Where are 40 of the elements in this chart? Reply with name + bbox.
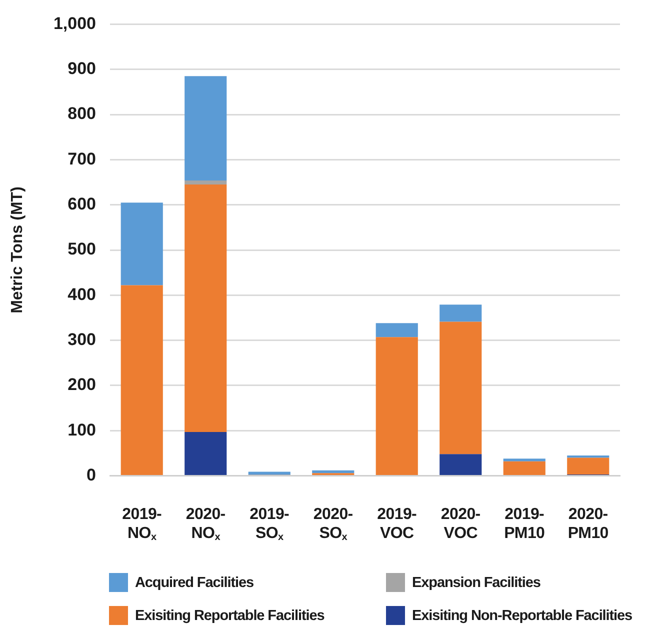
y-tick-label: 500 xyxy=(68,240,96,259)
y-tick-label: 200 xyxy=(68,375,96,394)
bar xyxy=(312,470,354,474)
bar xyxy=(440,322,482,454)
bar xyxy=(503,458,546,462)
x-tick-label: 2020-NO$_{x}$ xyxy=(184,505,226,543)
x-tick-label: 2020-SO$_{x}$ xyxy=(312,505,354,543)
bar xyxy=(120,202,163,286)
y-tick-label: 100 xyxy=(68,420,96,440)
y-tick-label: 400 xyxy=(68,284,96,304)
x-tick-label: 2020-VOC xyxy=(440,505,482,543)
bar xyxy=(120,285,163,476)
y-tick-label: 800 xyxy=(68,104,96,124)
x-tick-label: 2019-SO$_{x}$ xyxy=(248,505,290,543)
x-tick-label: 2019-PM10 xyxy=(503,505,546,543)
y-tick-label: 0 xyxy=(86,465,96,484)
y-tick-label: 700 xyxy=(68,149,96,168)
bar xyxy=(184,180,227,185)
y-axis-title: Metric Tons (MT) xyxy=(9,186,26,314)
y-tick-label: 900 xyxy=(68,59,96,78)
y-tick-label: 300 xyxy=(68,330,96,350)
bar xyxy=(248,472,290,475)
bar xyxy=(503,461,546,476)
x-tick-label: 2019-NO$_{x}$ xyxy=(121,505,163,543)
bar xyxy=(184,76,227,180)
y-tick-label: 1,000 xyxy=(53,14,96,33)
bar xyxy=(440,304,482,322)
y-tick-label: 600 xyxy=(68,194,96,214)
bar xyxy=(376,337,418,476)
bar xyxy=(440,454,482,476)
legend-label: Acquired Facilities xyxy=(135,574,254,590)
x-tick-label: 2020-PM10 xyxy=(566,505,610,543)
bar xyxy=(184,184,227,432)
legend-label: Exisiting Reportable Facilities xyxy=(135,608,324,624)
legend-label: Exisiting Non-Reportable Facilities xyxy=(412,608,632,624)
x-tick-label: 2019-VOC xyxy=(376,505,418,543)
bar xyxy=(567,458,610,474)
bar xyxy=(376,323,418,338)
legend-label: Expansion Facilities xyxy=(412,574,540,590)
bar xyxy=(184,432,227,476)
